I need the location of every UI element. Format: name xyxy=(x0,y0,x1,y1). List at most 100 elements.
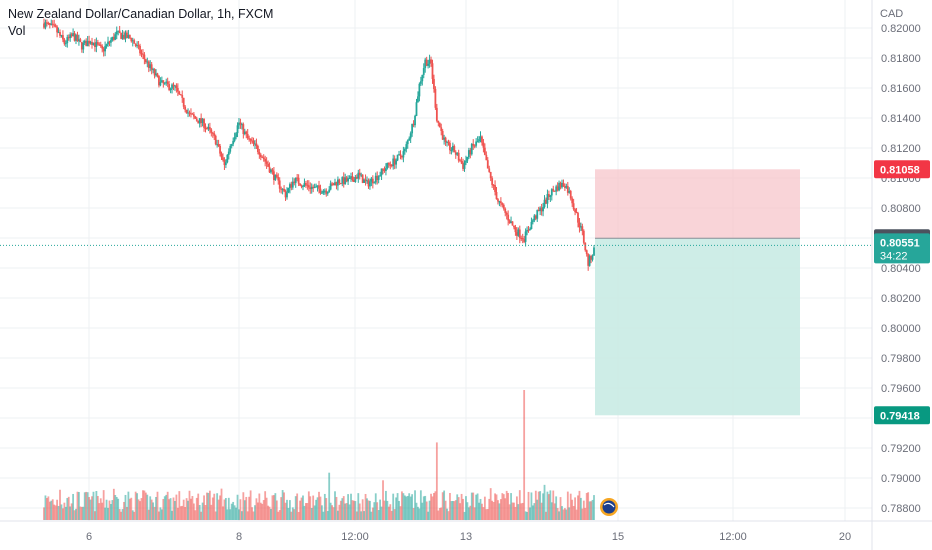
volume-bar xyxy=(456,494,459,520)
candle-body xyxy=(451,146,454,151)
stop-loss-zone[interactable] xyxy=(595,169,800,239)
volume-bar xyxy=(216,493,219,520)
volume-bar xyxy=(283,492,285,520)
candle-body xyxy=(358,172,361,176)
candle-body xyxy=(63,39,66,44)
volume-bar xyxy=(133,511,136,520)
volume-bar xyxy=(107,507,109,520)
volume-bar xyxy=(499,499,502,520)
candle-body xyxy=(184,106,187,110)
candle-body xyxy=(547,194,550,197)
volume-bar xyxy=(281,490,284,520)
volume-bar xyxy=(470,492,473,520)
price-axis[interactable]: 0.82000 0.81800 0.81600 0.81400 0.81200 0.810… xyxy=(881,23,921,515)
candle-body xyxy=(92,42,95,46)
candle-body xyxy=(518,229,521,238)
volume-bar xyxy=(150,499,153,520)
candle-body xyxy=(162,80,165,84)
take-profit-zone[interactable] xyxy=(595,238,800,416)
volume-bar xyxy=(156,491,159,520)
volume-bar xyxy=(472,492,475,520)
candle-body xyxy=(214,135,217,145)
volume-bar xyxy=(360,511,363,520)
candle-body xyxy=(179,94,182,96)
x-tick-label: 6 xyxy=(86,531,92,543)
volume-bar xyxy=(210,504,213,520)
candle-body xyxy=(435,107,438,121)
volume-bar xyxy=(403,495,406,520)
candle-body xyxy=(203,119,205,128)
volume-bar xyxy=(417,506,419,520)
volume-bar xyxy=(593,495,595,520)
volume-bar xyxy=(262,500,265,520)
candle-body xyxy=(115,31,118,35)
volume-label[interactable]: Vol xyxy=(8,24,26,38)
volume-bar xyxy=(89,499,92,520)
candle-body xyxy=(566,185,569,193)
candle-body xyxy=(491,178,494,185)
volume-bar xyxy=(465,496,467,520)
volume-bar xyxy=(255,498,258,520)
volume-bar xyxy=(67,496,70,520)
volume-bar xyxy=(213,493,216,520)
candle-body xyxy=(486,160,489,169)
volume-bar xyxy=(433,492,435,520)
candle-body xyxy=(558,182,560,191)
volume-bar xyxy=(118,509,121,520)
candle-body xyxy=(521,238,524,240)
volume-bar xyxy=(104,507,107,520)
candle-body xyxy=(418,83,421,97)
volume-bar xyxy=(115,497,118,520)
volume-bar xyxy=(79,506,82,520)
volume-bar xyxy=(401,491,403,520)
volume-bar xyxy=(313,505,316,520)
candle-body xyxy=(262,157,265,160)
candle-body xyxy=(96,42,99,45)
candle-body xyxy=(438,122,441,128)
symbol-title[interactable]: New Zealand Dollar/Canadian Dollar, 1h, … xyxy=(8,7,274,21)
candle-body xyxy=(248,138,251,140)
candle-body xyxy=(111,36,114,41)
volume-bar xyxy=(316,497,319,520)
volume-bar xyxy=(411,494,414,520)
volume-bar xyxy=(182,499,185,520)
volume-bar xyxy=(501,493,504,520)
candle-body xyxy=(454,152,457,155)
candle-body xyxy=(363,179,366,183)
volume-bar xyxy=(47,496,50,520)
volume-bar xyxy=(165,494,168,520)
volume-bar xyxy=(191,496,194,520)
candle-body xyxy=(572,203,575,210)
volume-bar xyxy=(63,502,66,520)
candle-body xyxy=(476,141,479,143)
volume-bar xyxy=(350,493,352,520)
candle-body xyxy=(373,182,376,184)
stop-loss-tag-label: 0.81058 xyxy=(880,164,920,176)
volume-bar xyxy=(502,494,505,520)
candle-body xyxy=(213,133,216,136)
candle-body xyxy=(62,35,64,40)
current-price-tag-bg xyxy=(874,233,930,264)
event-marker-icon[interactable] xyxy=(600,498,618,516)
candle-body xyxy=(478,139,480,142)
candle-body xyxy=(300,185,303,187)
candle-body xyxy=(334,182,336,186)
candle-body xyxy=(281,188,284,190)
candle-body xyxy=(466,157,469,161)
candle-body xyxy=(130,37,133,42)
volume-bar xyxy=(158,511,160,520)
volume-bar xyxy=(437,510,440,520)
candle-body xyxy=(191,113,194,115)
volume-bar xyxy=(312,495,315,520)
candle-body xyxy=(335,182,338,186)
volume-bar xyxy=(414,490,416,520)
volume-bar xyxy=(239,499,242,520)
volume-bar xyxy=(66,498,69,520)
candle-body xyxy=(549,195,552,197)
candle-body xyxy=(208,127,211,130)
time-axis[interactable]: 6 8 12:00 13 15 12:00 20 xyxy=(86,531,851,543)
volume-bar xyxy=(568,507,571,520)
candle-body xyxy=(101,45,104,49)
candle-body xyxy=(447,141,450,144)
